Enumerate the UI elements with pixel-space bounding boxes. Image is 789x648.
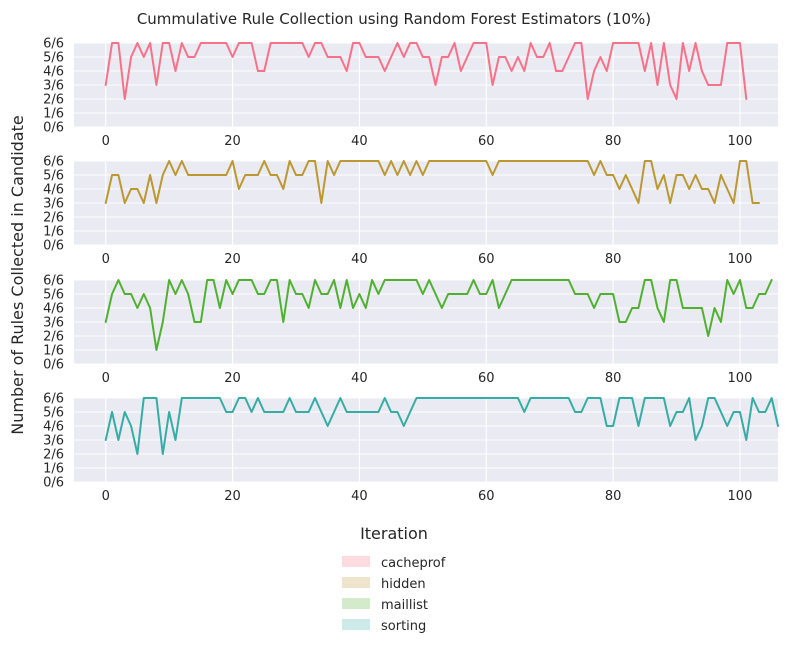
y-tick-label: 6/6 <box>43 274 64 289</box>
series-line-hidden <box>104 160 760 204</box>
x-axis-label: Iteration <box>360 524 428 543</box>
legend: cacheprof hidden maillist sorting <box>342 556 446 634</box>
legend-swatch <box>342 556 370 567</box>
y-tick-label: 5/6 <box>43 406 64 421</box>
legend-swatch <box>342 619 370 630</box>
panel-cacheprof: 0/61/62/63/64/65/66/6 0 20 40 60 80 100 <box>43 37 778 149</box>
y-tick-label: 0/6 <box>43 476 64 491</box>
y-tick-label: 6/6 <box>43 155 64 170</box>
legend-item-cacheprof: cacheprof <box>342 556 446 571</box>
panel-maillist: 0/61/62/63/64/65/66/6 0 20 40 60 80 100 <box>43 274 778 386</box>
panel-sorting: 0/61/62/63/64/65/66/6 0 20 40 60 80 100 <box>43 392 779 504</box>
x-tick-label: 20 <box>224 134 241 149</box>
x-tick-label: 80 <box>605 371 622 386</box>
y-tick-label: 5/6 <box>43 169 64 184</box>
y-tick-label: 3/6 <box>43 434 64 449</box>
y-tick-label: 0/6 <box>43 121 64 136</box>
y-tick-label: 1/6 <box>43 462 64 477</box>
y-tick-label: 4/6 <box>43 65 64 80</box>
x-tick-label: 0 <box>102 371 110 386</box>
x-tick-label: 20 <box>224 489 241 504</box>
legend-label: cacheprof <box>381 556 446 571</box>
x-tick-label: 40 <box>351 489 368 504</box>
y-tick-label: 4/6 <box>43 302 64 317</box>
x-tick-label: 0 <box>102 134 110 149</box>
x-tick-label: 80 <box>605 489 622 504</box>
y-tick-label: 6/6 <box>43 37 64 52</box>
x-tick-label: 60 <box>478 252 495 267</box>
y-tick-label: 0/6 <box>43 239 64 254</box>
x-tick-label: 20 <box>224 252 241 267</box>
x-tick-label: 60 <box>478 489 495 504</box>
x-tick-label: 80 <box>605 252 622 267</box>
y-tick-label: 3/6 <box>43 316 64 331</box>
x-tick-label: 60 <box>478 371 495 386</box>
y-tick-label: 1/6 <box>43 225 64 240</box>
legend-swatch <box>342 577 370 588</box>
x-tick-label: 100 <box>728 371 753 386</box>
series-line-cacheprof <box>104 42 748 100</box>
x-tick-label: 40 <box>351 371 368 386</box>
y-tick-label: 1/6 <box>43 107 64 122</box>
panel-hidden: 0/61/62/63/64/65/66/6 0 20 40 60 80 100 <box>43 155 778 267</box>
x-tick-label: 20 <box>224 371 241 386</box>
legend-item-hidden: hidden <box>342 577 426 592</box>
y-tick-label: 4/6 <box>43 183 64 198</box>
legend-swatch <box>342 598 370 609</box>
x-tick-label: 40 <box>351 134 368 149</box>
y-axis-label: Number of Rules Collected in Candidate <box>8 115 27 434</box>
chart-title: Cummulative Rule Collection using Random… <box>137 10 651 28</box>
y-tick-label: 3/6 <box>43 197 64 212</box>
x-tick-label: 100 <box>728 134 753 149</box>
x-tick-label: 0 <box>102 252 110 267</box>
y-tick-label: 2/6 <box>43 93 64 108</box>
y-tick-label: 3/6 <box>43 79 64 94</box>
series-line-maillist <box>104 279 773 351</box>
legend-item-sorting: sorting <box>342 619 426 634</box>
y-tick-label: 2/6 <box>43 448 64 463</box>
y-tick-label: 5/6 <box>43 288 64 303</box>
legend-label: sorting <box>381 619 426 634</box>
subplot-panels: 0/61/62/63/64/65/66/60 20 40 60 80 1000/61/62… <box>43 37 779 504</box>
y-tick-label: 2/6 <box>43 211 64 226</box>
y-tick-label: 5/6 <box>43 51 64 66</box>
y-tick-label: 0/6 <box>43 358 64 373</box>
series-line-sorting <box>104 397 779 455</box>
x-tick-label: 80 <box>605 134 622 149</box>
x-tick-label: 0 <box>102 489 110 504</box>
x-tick-label: 60 <box>478 134 495 149</box>
x-tick-label: 100 <box>728 489 753 504</box>
x-tick-label: 40 <box>351 252 368 267</box>
legend-label: maillist <box>381 598 428 613</box>
y-tick-label: 2/6 <box>43 330 64 345</box>
y-tick-label: 6/6 <box>43 392 64 407</box>
y-tick-label: 4/6 <box>43 420 64 435</box>
legend-item-maillist: maillist <box>342 598 428 613</box>
x-tick-label: 100 <box>728 252 753 267</box>
legend-label: hidden <box>381 577 426 592</box>
y-tick-label: 1/6 <box>43 344 64 359</box>
